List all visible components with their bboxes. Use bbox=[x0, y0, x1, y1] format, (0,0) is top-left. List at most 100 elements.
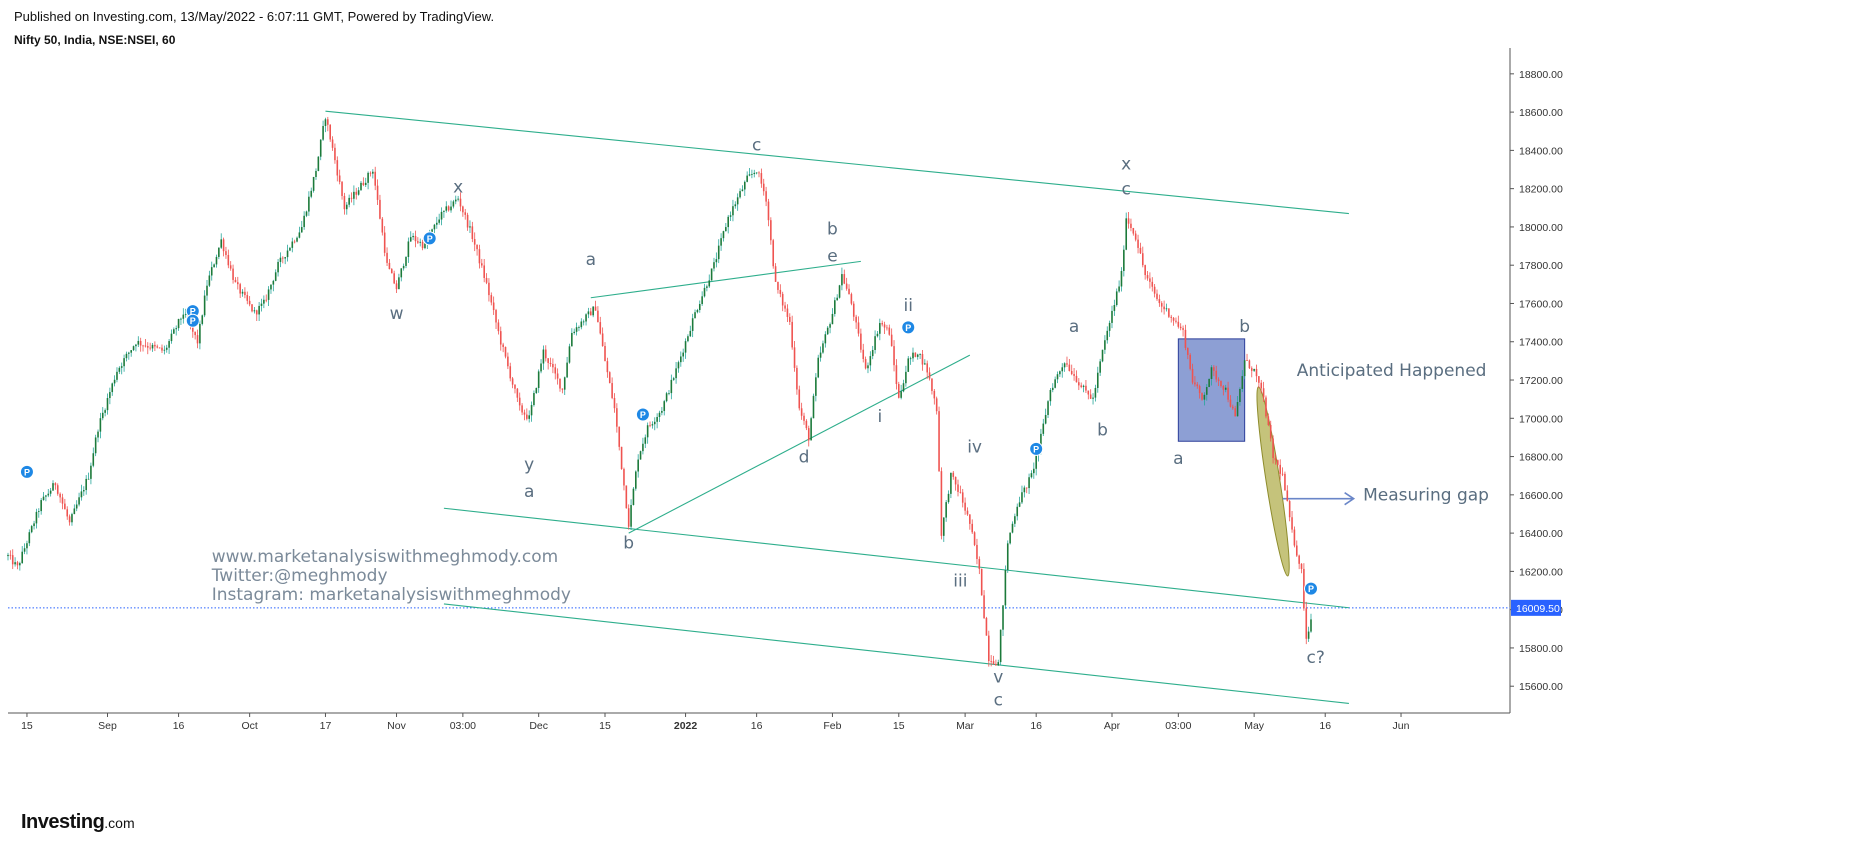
candle-body bbox=[575, 327, 578, 332]
candle-body bbox=[80, 491, 83, 498]
time-tick-label: 2022 bbox=[674, 720, 698, 732]
candle-body bbox=[291, 241, 294, 248]
candle-body bbox=[345, 204, 348, 210]
candle-body bbox=[1009, 532, 1011, 544]
candle-body bbox=[1130, 223, 1132, 229]
candle-body bbox=[1279, 464, 1281, 474]
price-tick-label: 18000.00 bbox=[1519, 222, 1563, 234]
candle-body bbox=[1016, 506, 1019, 517]
time-tick-label: Feb bbox=[823, 720, 841, 732]
candle-body bbox=[1201, 393, 1203, 400]
candle-body bbox=[303, 215, 305, 228]
candle-body bbox=[343, 195, 346, 210]
candle-body bbox=[947, 493, 950, 503]
candle-body bbox=[379, 199, 381, 219]
candle-body bbox=[1066, 363, 1068, 365]
candle-body bbox=[845, 283, 848, 289]
candle-body bbox=[263, 299, 265, 304]
candle-body bbox=[35, 511, 38, 524]
candle-body bbox=[450, 206, 452, 211]
candle-body bbox=[1030, 473, 1033, 478]
investing-logo: Investing.com bbox=[21, 811, 135, 834]
candle-body bbox=[156, 346, 159, 348]
wave-label: i bbox=[877, 407, 882, 427]
candle-body bbox=[627, 508, 630, 527]
candle-body bbox=[829, 324, 831, 328]
candle-body bbox=[1087, 390, 1090, 395]
candle-body bbox=[21, 551, 24, 564]
candle-body bbox=[672, 378, 675, 380]
candle-body bbox=[722, 231, 725, 239]
time-tick-label: 17 bbox=[320, 720, 332, 732]
candle-body bbox=[772, 240, 775, 267]
candle-body bbox=[360, 182, 362, 191]
candle-body bbox=[1222, 386, 1225, 390]
candle-body bbox=[87, 478, 90, 480]
candle-body bbox=[203, 295, 206, 316]
candle-body bbox=[658, 412, 661, 418]
candle-body bbox=[196, 335, 199, 344]
candle-body bbox=[973, 532, 976, 545]
candle-body bbox=[793, 347, 796, 368]
candle-body bbox=[781, 293, 784, 306]
candle-body bbox=[1108, 322, 1111, 331]
candle-body bbox=[40, 500, 42, 512]
candle-body bbox=[277, 261, 279, 273]
candle-body bbox=[374, 171, 377, 186]
candle-body bbox=[689, 330, 692, 337]
candle-body bbox=[985, 617, 988, 636]
candle-body bbox=[454, 199, 457, 202]
candle-body bbox=[336, 160, 339, 176]
candle-body bbox=[983, 595, 985, 618]
candle-body bbox=[881, 323, 883, 325]
candle-body bbox=[594, 306, 597, 311]
candle-body bbox=[440, 211, 443, 220]
wave-label: y bbox=[524, 455, 534, 475]
candle-body bbox=[661, 410, 663, 413]
candles bbox=[7, 116, 1312, 667]
candle-body bbox=[282, 257, 284, 259]
published-line: Published on Investing.com, 13/May/2022 … bbox=[14, 9, 495, 24]
candle-body bbox=[1134, 233, 1137, 240]
candle-body bbox=[16, 562, 19, 566]
candle-body bbox=[1049, 389, 1052, 402]
candle-body bbox=[319, 139, 322, 157]
candle-body bbox=[1156, 293, 1158, 300]
candle-body bbox=[592, 306, 594, 316]
candle-body bbox=[272, 280, 275, 285]
candle-body bbox=[502, 344, 504, 347]
candle-body bbox=[1033, 468, 1035, 474]
wave-label: b bbox=[623, 533, 634, 553]
candle-body bbox=[298, 232, 301, 238]
candle-body bbox=[1047, 401, 1049, 415]
candle-body bbox=[732, 206, 734, 216]
candle-body bbox=[260, 303, 263, 306]
candle-body bbox=[784, 305, 786, 309]
candle-body bbox=[111, 383, 114, 393]
candle-body bbox=[1096, 372, 1099, 388]
candle-body bbox=[218, 247, 220, 257]
candle-body bbox=[924, 363, 926, 365]
candle-body bbox=[215, 256, 218, 265]
price-tick-label: 17000.00 bbox=[1519, 413, 1563, 425]
candle-body bbox=[561, 388, 564, 390]
candle-body bbox=[1025, 487, 1028, 489]
trendline bbox=[325, 110, 1349, 215]
candle-body bbox=[777, 281, 779, 290]
logo-main: Investing bbox=[21, 811, 105, 833]
candle-body bbox=[613, 397, 616, 409]
candle-body bbox=[417, 241, 419, 243]
candle-body bbox=[144, 345, 147, 347]
candle-body bbox=[540, 363, 542, 372]
candle-body bbox=[469, 226, 471, 228]
candle-body bbox=[1265, 397, 1267, 417]
candle-body bbox=[447, 206, 450, 211]
candle-body bbox=[578, 327, 580, 328]
candle-body bbox=[1184, 329, 1187, 348]
wave-label: c? bbox=[1307, 648, 1325, 668]
candle-body bbox=[362, 182, 365, 186]
candle-body bbox=[1160, 303, 1163, 307]
candle-body bbox=[1269, 424, 1272, 439]
